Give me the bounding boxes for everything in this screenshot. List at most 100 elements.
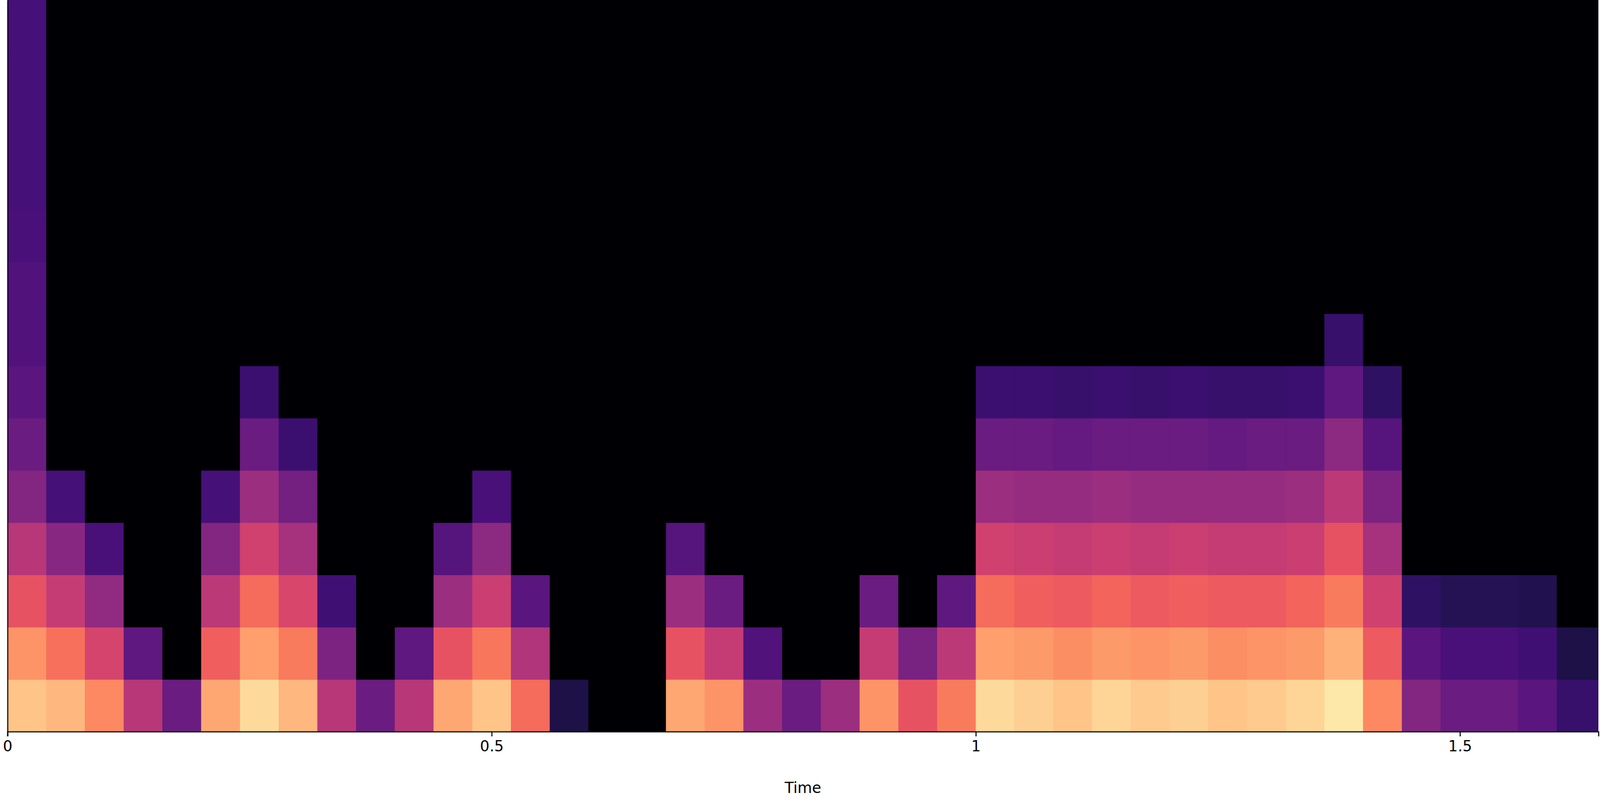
cell xyxy=(84,522,124,575)
cell xyxy=(743,0,783,53)
cell xyxy=(1517,0,1557,53)
cell xyxy=(472,52,512,105)
cell xyxy=(782,418,822,471)
cell xyxy=(162,52,202,105)
cell xyxy=(1401,626,1441,680)
cell xyxy=(46,52,86,105)
cell xyxy=(84,261,124,314)
cell xyxy=(1247,261,1287,314)
cell xyxy=(588,208,628,262)
cell xyxy=(1556,626,1599,680)
cell xyxy=(549,0,589,53)
cell xyxy=(1479,574,1519,627)
cell xyxy=(1247,679,1287,732)
cell xyxy=(898,156,938,210)
cell xyxy=(278,0,318,53)
cell xyxy=(859,679,899,732)
cell xyxy=(743,574,783,627)
cell xyxy=(317,679,357,732)
cell xyxy=(239,52,279,105)
cell xyxy=(395,574,435,627)
cell xyxy=(201,522,241,575)
cell xyxy=(46,0,86,53)
cell xyxy=(821,156,861,210)
cell xyxy=(665,208,705,262)
cell xyxy=(627,52,667,105)
cell xyxy=(975,574,1015,627)
cell xyxy=(433,156,473,210)
cell xyxy=(472,574,512,627)
cell xyxy=(201,52,241,105)
cell xyxy=(1091,261,1131,314)
cell xyxy=(1324,0,1364,53)
cell xyxy=(317,418,357,471)
cell xyxy=(1130,156,1170,210)
cell xyxy=(936,0,976,53)
cell xyxy=(1324,626,1364,680)
cell xyxy=(1362,626,1402,680)
x-tick: 0.5 xyxy=(479,731,504,755)
cell xyxy=(1285,0,1325,53)
cell xyxy=(1169,104,1209,157)
cell xyxy=(123,261,163,314)
cell xyxy=(1440,208,1480,262)
cell xyxy=(356,104,396,157)
cell xyxy=(588,679,628,732)
cell xyxy=(627,679,667,732)
cell xyxy=(1053,522,1093,575)
cell xyxy=(549,418,589,471)
cell xyxy=(1208,522,1248,575)
cell xyxy=(278,626,318,680)
cell xyxy=(821,679,861,732)
cell xyxy=(395,365,435,419)
cell xyxy=(1053,470,1093,523)
cell xyxy=(975,104,1015,157)
cell xyxy=(821,626,861,680)
cell xyxy=(743,104,783,157)
cell xyxy=(743,418,783,471)
cell xyxy=(704,574,744,627)
cell xyxy=(1130,679,1170,732)
cell xyxy=(782,52,822,105)
x-tick: 1.5 xyxy=(1448,731,1473,755)
cell xyxy=(1401,261,1441,314)
plot-background xyxy=(7,0,1599,732)
cell xyxy=(472,313,512,366)
cell xyxy=(1401,0,1441,53)
cell xyxy=(1130,0,1170,53)
cell xyxy=(510,52,550,105)
cell xyxy=(1517,626,1557,680)
cell xyxy=(743,679,783,732)
cell xyxy=(1169,470,1209,523)
cell xyxy=(356,261,396,314)
cell xyxy=(123,679,163,732)
cell xyxy=(1324,365,1364,419)
cell xyxy=(433,626,473,680)
cell xyxy=(395,104,435,157)
cell xyxy=(975,418,1015,471)
cell xyxy=(1517,365,1557,419)
cell xyxy=(1014,156,1054,210)
cell xyxy=(975,470,1015,523)
cell xyxy=(1440,574,1480,627)
cell xyxy=(46,104,86,157)
cell xyxy=(627,365,667,419)
cell xyxy=(1479,208,1519,262)
cell xyxy=(7,522,47,575)
cell xyxy=(1169,522,1209,575)
cell xyxy=(162,522,202,575)
cell xyxy=(1401,208,1441,262)
cell xyxy=(1479,470,1519,523)
cell xyxy=(1517,104,1557,157)
cell xyxy=(782,0,822,53)
cell xyxy=(1091,470,1131,523)
cell xyxy=(1053,156,1093,210)
cell xyxy=(278,261,318,314)
cell xyxy=(1014,418,1054,471)
cell xyxy=(1401,574,1441,627)
cell xyxy=(665,52,705,105)
cell xyxy=(433,104,473,157)
cell xyxy=(588,522,628,575)
cell xyxy=(1556,470,1599,523)
cell xyxy=(1517,679,1557,732)
